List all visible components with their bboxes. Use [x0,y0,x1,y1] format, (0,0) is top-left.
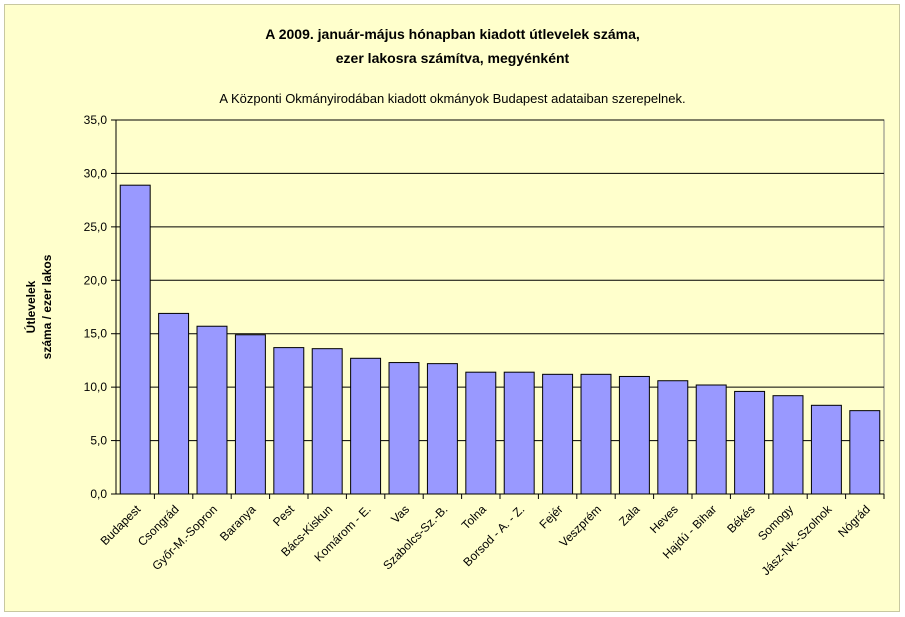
y-tick-label: 35,0 [84,113,108,127]
chart-title-line-2: ezer lakosra számítva, megyénként [335,50,570,66]
x-tick-label: Nógrád [835,502,873,540]
x-tick-label: Pest [270,502,297,529]
x-tick-label: Vas [388,502,412,526]
bar [772,395,804,495]
y-tick-label: 0,0 [90,487,107,501]
x-tick-label: Veszprém [556,502,604,550]
y-axis-label-line-2: száma / ezer lakos [40,254,54,359]
y-tick-label: 5,0 [90,434,107,448]
x-tick-label: Baranya [217,502,259,544]
plot-background [115,119,885,495]
bar [618,375,650,495]
bar [311,348,343,495]
bar [465,371,497,495]
bar [503,371,535,495]
bar [273,347,305,495]
bar [196,325,228,495]
chart-subtitle: A Központi Okmányirodában kiadott okmány… [219,91,686,106]
bar [426,363,458,495]
x-tick-label: Heves [647,502,681,536]
x-tick-label: Fejér [536,502,565,531]
bar [119,184,151,495]
x-tick-label: Jász-Nk.-Szolnok [759,502,836,579]
bar [388,362,420,495]
plot-area: 0,05,010,015,020,025,030,035,0BudapestCs… [84,113,885,579]
y-tick-label: 25,0 [84,220,108,234]
bar [350,357,382,495]
y-tick-label: 15,0 [84,327,108,341]
y-axis-label-line-1: Útlevelek [23,280,38,333]
bar [542,373,574,495]
bar [234,334,266,495]
bar [849,410,881,495]
x-tick-label: Békés [724,502,757,535]
bar [657,380,689,495]
bar [580,373,612,495]
bar [695,384,727,495]
y-tick-label: 10,0 [84,380,108,394]
chart-title-line-1: A 2009. január-május hónapban kiadott út… [265,26,640,42]
bar [734,390,766,495]
y-tick-label: 30,0 [84,166,108,180]
bar [810,404,842,495]
y-tick-label: 20,0 [84,273,108,287]
x-tick-label: Zala [616,502,643,529]
bar [158,312,190,495]
x-tick-label: Tolna [459,502,489,532]
